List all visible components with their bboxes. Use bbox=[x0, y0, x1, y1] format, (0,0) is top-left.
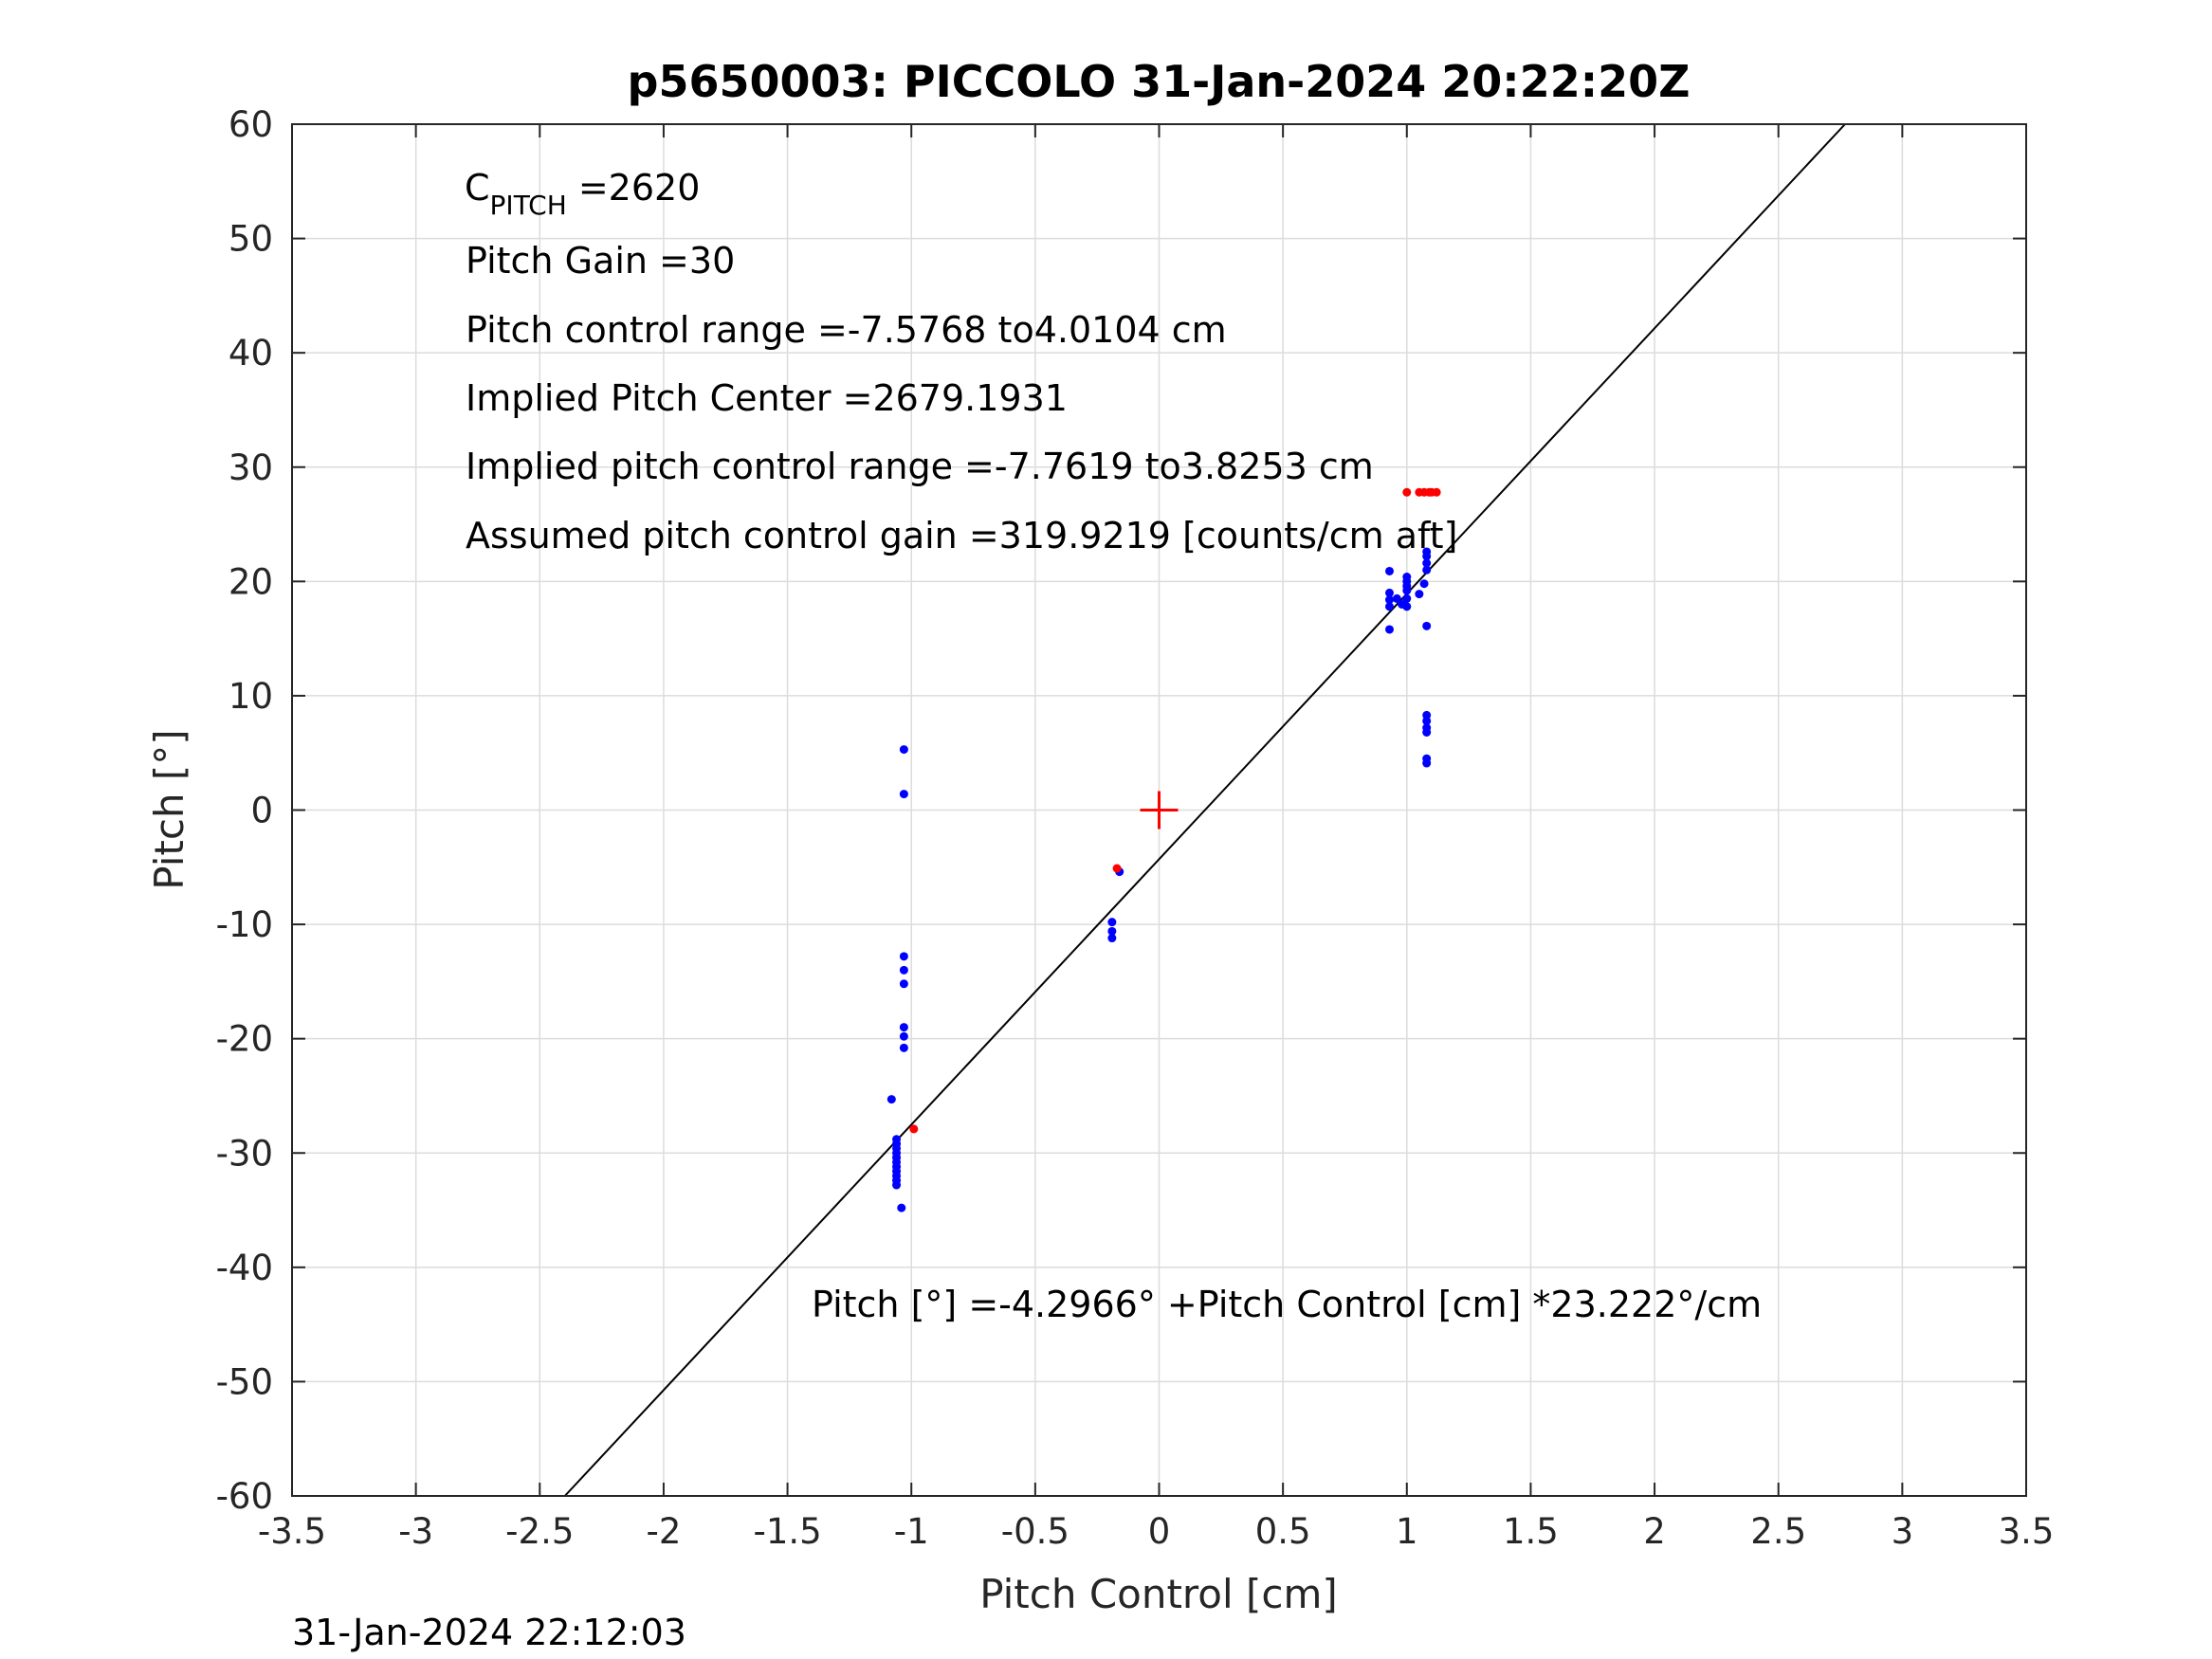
blue-data-point bbox=[1422, 758, 1432, 768]
x-tick-label: -2 bbox=[646, 1511, 681, 1552]
c-pitch-annotation: CPITCH =2620 bbox=[465, 167, 700, 221]
x-tick-label: -3.5 bbox=[258, 1511, 326, 1552]
y-tick-label: -20 bbox=[216, 1019, 273, 1060]
y-tick-label: 40 bbox=[229, 333, 273, 374]
x-tick-labels: -3.5 -3 -2.5 -2 -1.5 -1 -0.5 0 0.5 1 1.5 2 2.5 3 3.5 bbox=[258, 1511, 2055, 1552]
x-tick-label: 3.5 bbox=[1999, 1511, 2055, 1552]
blue-data-point bbox=[1402, 593, 1412, 603]
assumed-gain-annotation: Assumed pitch control gain =319.9219 [co… bbox=[466, 515, 1457, 556]
c-pitch-main: C bbox=[465, 167, 490, 209]
blue-data-point bbox=[899, 790, 908, 799]
x-tick-label: 1.5 bbox=[1503, 1511, 1559, 1552]
blue-data-point bbox=[1402, 602, 1412, 611]
blue-data-point bbox=[1384, 566, 1394, 575]
blue-data-point bbox=[892, 1180, 902, 1190]
fit-equation-annotation: Pitch [°] =-4.2966° +Pitch Control [cm] … bbox=[812, 1284, 1762, 1325]
blue-data-point bbox=[899, 1023, 908, 1032]
y-tick-label: 0 bbox=[250, 791, 273, 831]
blue-data-point bbox=[1422, 547, 1432, 556]
blue-data-point bbox=[899, 745, 908, 755]
implied-center-annotation: Implied Pitch Center =2679.1931 bbox=[466, 377, 1068, 419]
y-tick-label: 20 bbox=[229, 561, 273, 602]
red-data-point bbox=[1402, 487, 1412, 497]
blue-data-point bbox=[1384, 602, 1394, 611]
fit-line bbox=[564, 123, 1846, 1497]
blue-data-point bbox=[1422, 716, 1432, 725]
x-tick-label: 2.5 bbox=[1750, 1511, 1806, 1552]
fit-line-group bbox=[564, 123, 1846, 1497]
blue-data-point bbox=[1422, 565, 1432, 574]
y-tick-label: 30 bbox=[229, 447, 273, 488]
red-data-point bbox=[909, 1124, 919, 1134]
x-axis-label: Pitch Control [cm] bbox=[979, 1571, 1338, 1617]
y-tick-label: -30 bbox=[216, 1133, 273, 1174]
red-data-point bbox=[1112, 864, 1122, 873]
x-tick-label: 3 bbox=[1892, 1511, 1914, 1552]
y-tick-label: -50 bbox=[216, 1361, 273, 1402]
blue-data-point bbox=[1384, 625, 1394, 634]
blue-data-point bbox=[899, 952, 908, 961]
blue-data-point bbox=[1107, 918, 1117, 927]
blue-data-point bbox=[1107, 934, 1117, 943]
x-tick-label: 1 bbox=[1396, 1511, 1418, 1552]
blue-data-point bbox=[1402, 573, 1412, 582]
center-marker-group bbox=[1140, 791, 1179, 830]
x-tick-label: 0.5 bbox=[1255, 1511, 1311, 1552]
blue-data-point bbox=[1422, 621, 1432, 630]
x-tick-label: -3 bbox=[398, 1511, 433, 1552]
y-tick-label: -40 bbox=[216, 1248, 273, 1288]
chart-title: p5650003: PICCOLO 31-Jan-2024 20:22:20Z bbox=[628, 56, 1691, 107]
blue-data-point bbox=[899, 1043, 908, 1052]
x-tick-label: -1.5 bbox=[753, 1511, 821, 1552]
blue-data-point bbox=[887, 1095, 896, 1104]
blue-data-point bbox=[1107, 926, 1117, 936]
y-axis-label: Pitch [°] bbox=[146, 729, 192, 889]
pitch-gain-annotation: Pitch Gain =30 bbox=[466, 240, 735, 282]
implied-range-annotation: Implied pitch control range =-7.7619 to3… bbox=[466, 446, 1374, 487]
blue-data-point bbox=[1384, 588, 1394, 597]
blue-data-point bbox=[899, 965, 908, 975]
y-tick-label: 10 bbox=[229, 676, 273, 717]
blue-data-point bbox=[1384, 595, 1394, 605]
c-pitch-value: =2620 bbox=[567, 167, 701, 209]
plot-area bbox=[291, 123, 2027, 1497]
annotation-block: CPITCH =2620 Pitch Gain =30 Pitch contro… bbox=[465, 167, 1457, 556]
blue-data-point bbox=[1422, 558, 1432, 568]
y-tick-label: -60 bbox=[216, 1476, 273, 1517]
y-tick-label: -10 bbox=[216, 904, 273, 945]
x-tick-label: -1 bbox=[894, 1511, 929, 1552]
footer-timestamp: 31-Jan-2024 22:12:03 bbox=[292, 1612, 686, 1653]
x-tick-label: -2.5 bbox=[505, 1511, 574, 1552]
c-pitch-subscript: PITCH bbox=[490, 190, 567, 221]
x-tick-label: 0 bbox=[1148, 1511, 1171, 1552]
control-range-annotation: Pitch control range =-7.5768 to4.0104 cm bbox=[466, 309, 1227, 351]
blue-data-point bbox=[1392, 593, 1401, 603]
y-tick-label: 50 bbox=[229, 219, 273, 260]
blue-data-point bbox=[1419, 579, 1429, 589]
data-points bbox=[887, 487, 1441, 1212]
blue-data-point bbox=[899, 979, 908, 989]
x-tick-label: -0.5 bbox=[1001, 1511, 1069, 1552]
tick-marks bbox=[291, 123, 2027, 1497]
blue-data-point bbox=[1415, 590, 1424, 599]
red-data-point bbox=[1432, 487, 1441, 497]
blue-data-point bbox=[897, 1203, 906, 1212]
y-tick-labels: -60 -50 -40 -30 -20 -10 0 10 20 30 40 50 60 bbox=[216, 104, 273, 1517]
blue-data-point bbox=[899, 1031, 908, 1041]
x-tick-label: 2 bbox=[1643, 1511, 1666, 1552]
blue-data-point bbox=[1422, 728, 1432, 738]
y-tick-label: 60 bbox=[229, 104, 273, 145]
